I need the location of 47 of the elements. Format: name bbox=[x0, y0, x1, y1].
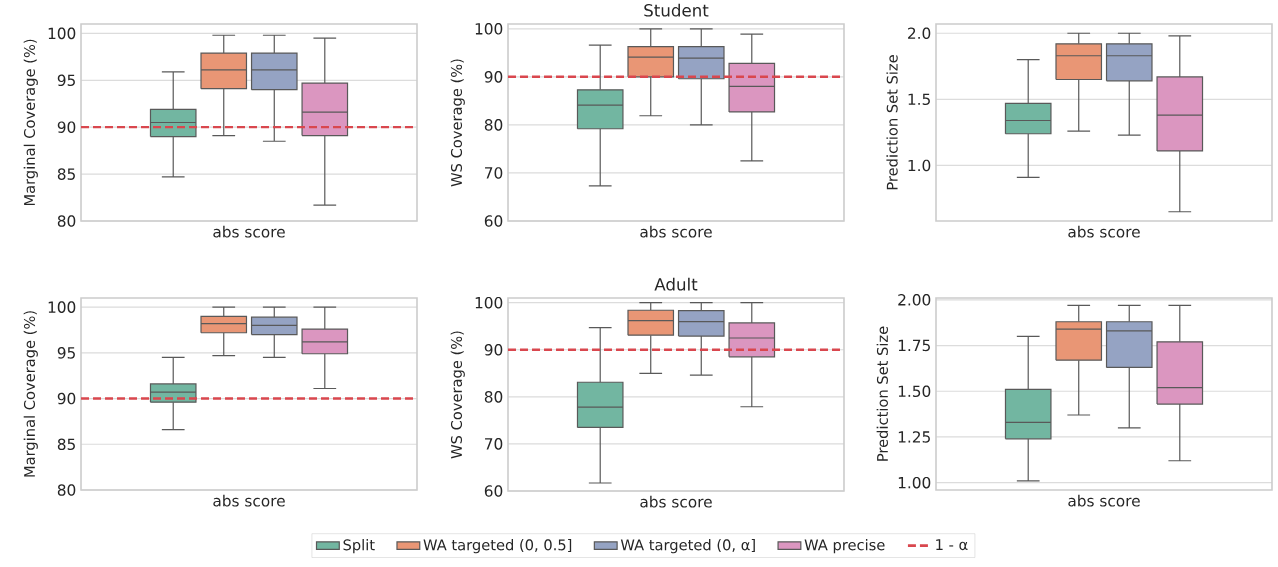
legend-label: Split bbox=[343, 539, 375, 554]
y-tick-label: 85 bbox=[57, 168, 75, 180]
x-tick-label: abs score bbox=[640, 495, 712, 508]
y-tick-label: 1.5 bbox=[908, 93, 930, 106]
y-tick-label: 90 bbox=[57, 121, 76, 133]
y-axis-title: WS Coverage (%) bbox=[450, 331, 465, 459]
y-tick-label: 1.75 bbox=[898, 339, 930, 352]
y-axis-title: Prediction Set Size bbox=[876, 326, 888, 461]
y-tick-label: 80 bbox=[484, 391, 503, 403]
legend-label: WA targeted (0, α] bbox=[620, 539, 755, 554]
y-tick-label: 60 bbox=[484, 485, 503, 497]
x-tick-label: abs score bbox=[640, 225, 712, 238]
legend-label: WA targeted (0, 0.5] bbox=[423, 539, 572, 554]
y-tick-label: 80 bbox=[484, 119, 503, 131]
y-tick-label: 100 bbox=[475, 296, 503, 309]
y-tick-label: 1.50 bbox=[898, 385, 931, 398]
y-tick-label: 90 bbox=[484, 71, 503, 83]
y-tick-label: 1.0 bbox=[908, 159, 931, 172]
y-tick-label: 70 bbox=[485, 438, 503, 450]
y-tick-label: 1.00 bbox=[898, 476, 931, 489]
y-axis-title: Marginal Coverage (%) bbox=[23, 311, 38, 477]
y-tick-label: 90 bbox=[484, 343, 503, 356]
y-tick-label: 100 bbox=[48, 301, 76, 313]
y-tick-label: 70 bbox=[485, 167, 503, 179]
y-axis-title: Prediction Set Size bbox=[886, 55, 898, 190]
y-tick-label: 100 bbox=[475, 23, 503, 35]
y-tick-label: 95 bbox=[57, 74, 75, 87]
x-tick-label: abs score bbox=[213, 225, 285, 238]
y-tick-label: 80 bbox=[57, 215, 76, 227]
y-axis-title: WS Coverage (%) bbox=[450, 59, 465, 187]
y-tick-label: 95 bbox=[57, 347, 75, 359]
y-tick-label: 100 bbox=[48, 27, 76, 40]
chart-title: Adult bbox=[654, 277, 698, 291]
chart-title: Student bbox=[644, 3, 709, 17]
y-tick-label: 80 bbox=[57, 484, 76, 496]
x-tick-label: abs score bbox=[1068, 494, 1140, 507]
y-tick-label: 60 bbox=[484, 215, 503, 227]
legend-label: WA precise bbox=[804, 539, 885, 554]
legend-label: 1 - α bbox=[936, 539, 968, 551]
x-tick-label: abs score bbox=[1068, 225, 1140, 238]
x-tick-label: abs score bbox=[213, 494, 285, 507]
y-axis-title: Marginal Coverage (%) bbox=[23, 39, 38, 206]
y-tick-label: 85 bbox=[57, 438, 75, 451]
y-tick-label: 1.25 bbox=[898, 431, 930, 443]
y-tick-label: 2.00 bbox=[898, 294, 931, 306]
y-tick-label: 2.0 bbox=[908, 27, 931, 40]
y-tick-label: 90 bbox=[57, 392, 76, 405]
